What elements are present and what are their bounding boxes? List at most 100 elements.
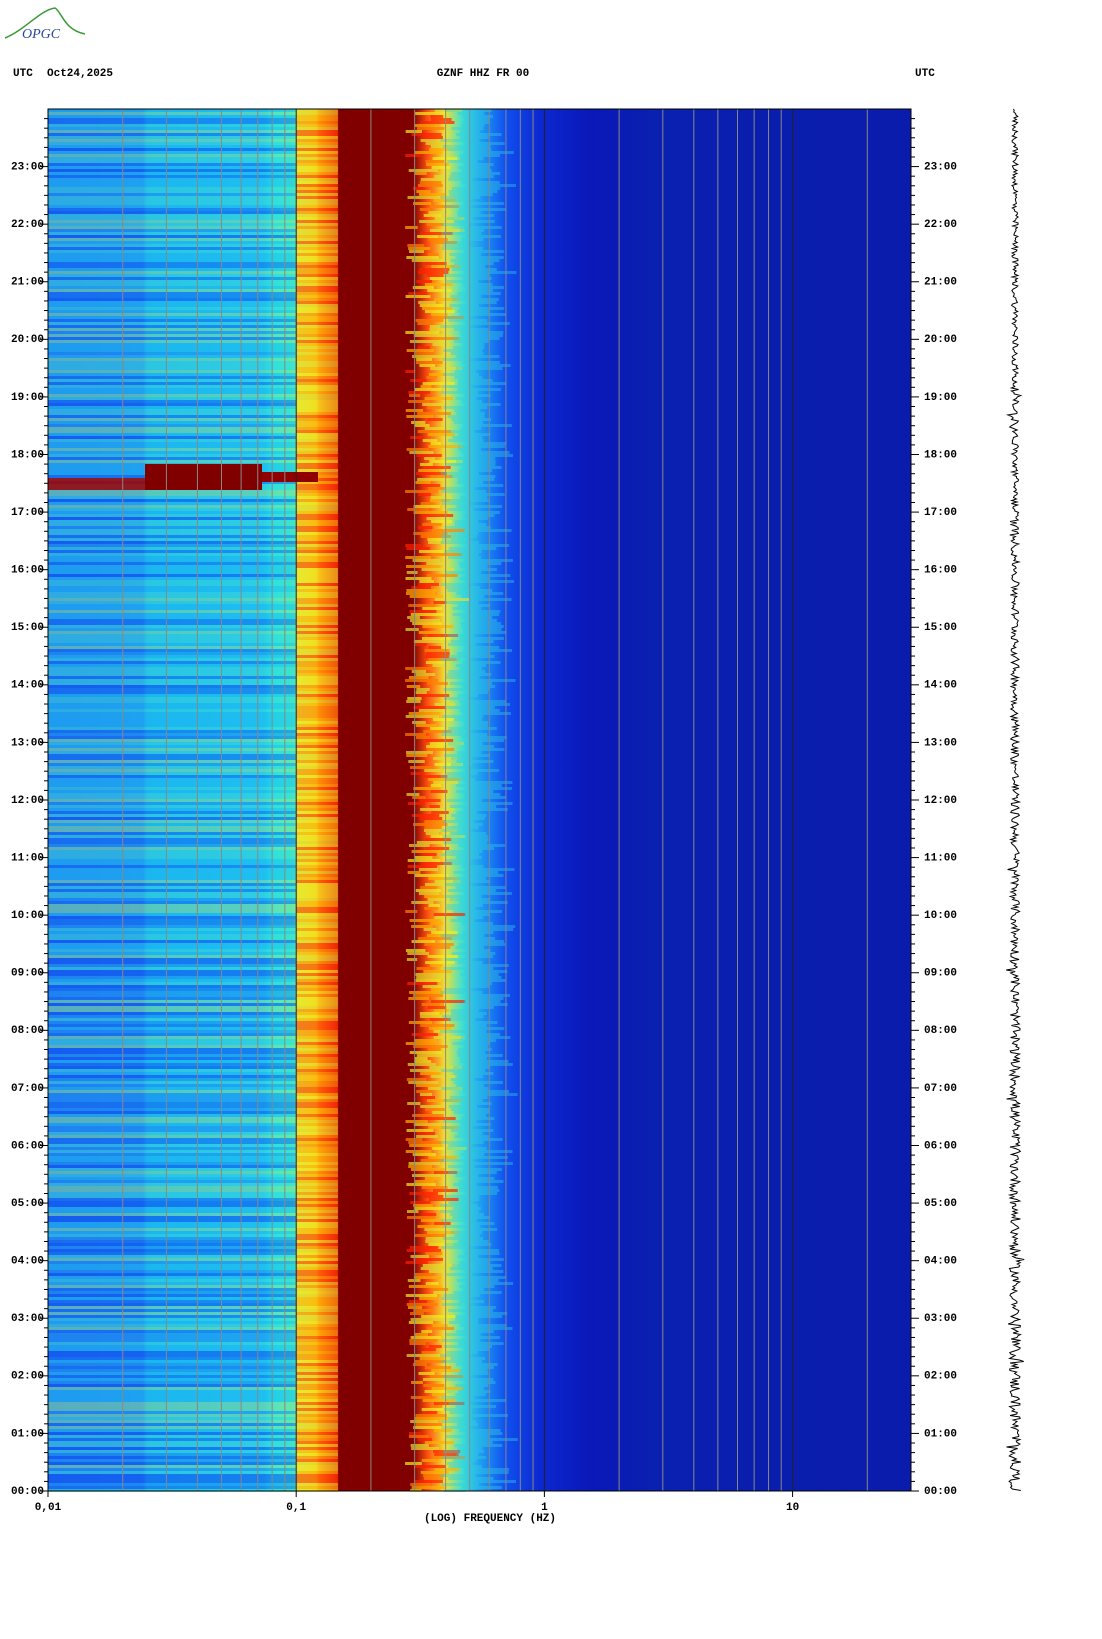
texture: [461, 736, 507, 739]
texture: [48, 919, 296, 922]
texture: [48, 961, 296, 964]
texture: [48, 889, 296, 892]
texture: [48, 1243, 296, 1246]
texture: [457, 1255, 479, 1258]
texture: [48, 118, 296, 121]
texture: [405, 295, 431, 298]
texture: [296, 196, 338, 199]
y-tick-label: 08:00: [924, 1025, 957, 1037]
event: [262, 472, 318, 482]
texture: [48, 1312, 296, 1315]
texture: [457, 1054, 503, 1057]
texture: [447, 508, 474, 511]
texture: [428, 1198, 459, 1201]
texture: [467, 925, 516, 928]
texture: [421, 1459, 439, 1462]
texture: [413, 823, 448, 826]
texture: [419, 364, 436, 367]
texture: [415, 736, 430, 739]
texture: [48, 124, 296, 127]
texture: [296, 1285, 338, 1288]
texture: [296, 1141, 338, 1144]
texture: [441, 733, 488, 736]
texture: [296, 487, 338, 490]
texture: [421, 1003, 445, 1006]
texture: [419, 208, 432, 211]
texture: [296, 883, 338, 886]
texture: [296, 1255, 338, 1258]
texture: [460, 973, 499, 976]
texture: [416, 688, 430, 691]
texture: [296, 742, 338, 745]
texture: [461, 622, 501, 625]
texture: [458, 433, 491, 436]
texture: [296, 574, 338, 577]
texture: [48, 862, 296, 865]
texture: [467, 1276, 507, 1279]
texture: [296, 484, 338, 487]
texture: [448, 1105, 478, 1108]
texture: [455, 1384, 489, 1387]
texture: [48, 757, 296, 760]
texture: [465, 1441, 493, 1444]
texture: [414, 1057, 428, 1060]
texture: [440, 1069, 486, 1072]
texture: [48, 1327, 296, 1330]
texture: [48, 739, 296, 742]
texture: [433, 199, 457, 202]
texture: [409, 250, 425, 253]
spectrogram-texture: [48, 109, 518, 1492]
texture: [441, 1141, 484, 1144]
texture: [413, 640, 448, 643]
texture: [425, 661, 445, 664]
texture: [441, 1303, 463, 1306]
texture: [48, 1138, 296, 1141]
texture: [48, 895, 296, 898]
texture: [48, 1087, 296, 1090]
texture: [48, 319, 296, 322]
texture: [296, 817, 338, 820]
texture: [410, 1396, 432, 1399]
texture: [429, 328, 444, 331]
texture: [426, 517, 444, 520]
texture: [48, 856, 296, 859]
texture: [452, 1216, 491, 1219]
texture: [456, 1453, 479, 1456]
texture: [424, 883, 445, 886]
texture: [450, 1078, 474, 1081]
texture: [296, 796, 338, 799]
texture: [416, 967, 431, 970]
texture: [48, 166, 296, 169]
texture: [296, 697, 338, 700]
texture: [462, 1366, 494, 1369]
texture: [460, 181, 500, 184]
texture: [48, 874, 296, 877]
texture: [296, 973, 338, 976]
texture: [465, 796, 507, 799]
texture: [416, 472, 447, 475]
texture: [48, 610, 296, 613]
texture: [468, 997, 504, 1000]
texture: [48, 286, 296, 289]
texture: [406, 448, 430, 451]
texture: [296, 1270, 338, 1273]
texture: [449, 1213, 484, 1216]
texture: [48, 1438, 296, 1441]
texture: [410, 1201, 431, 1204]
texture: [48, 367, 296, 370]
texture: [296, 1375, 338, 1378]
texture: [296, 331, 338, 334]
texture: [296, 1021, 338, 1024]
texture: [466, 517, 488, 520]
texture: [424, 1441, 454, 1444]
texture: [454, 1444, 503, 1447]
texture: [48, 1315, 296, 1318]
texture: [48, 1417, 296, 1420]
texture: [406, 415, 434, 418]
texture: [296, 1273, 338, 1276]
texture: [421, 1186, 448, 1189]
texture: [419, 1357, 445, 1360]
y-tick-label: 03:00: [11, 1313, 44, 1325]
texture: [48, 901, 296, 904]
texture: [428, 1156, 458, 1159]
